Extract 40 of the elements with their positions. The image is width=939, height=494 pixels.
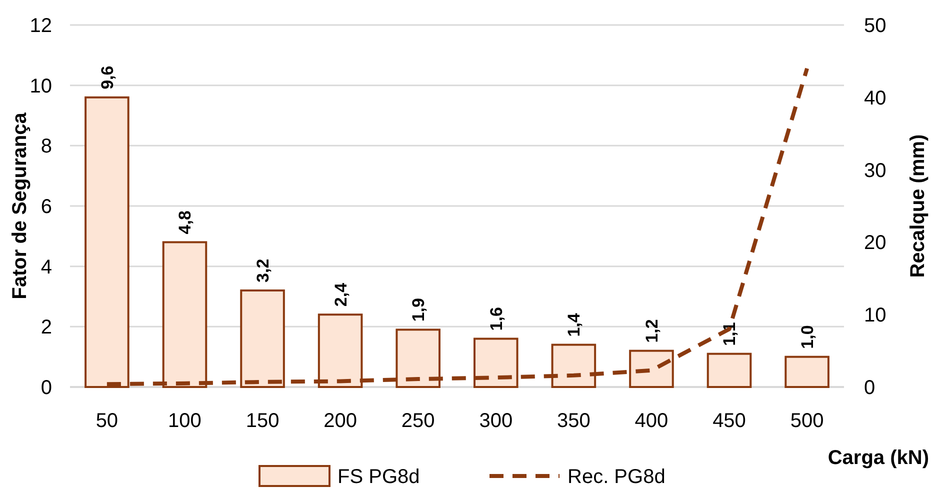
x-tick-label: 250 — [401, 410, 435, 432]
y2-axis-title: Recalque (mm) — [907, 134, 929, 278]
data-label: 1,2 — [642, 319, 662, 343]
y2-tick-label: 0 — [864, 377, 876, 399]
data-label: 1,4 — [564, 312, 584, 337]
data-label: 1,0 — [798, 325, 817, 349]
legend-label: Rec. PG8d — [568, 466, 666, 488]
y-tick-label: 12 — [30, 15, 52, 37]
x-tick-label: 200 — [324, 410, 358, 432]
x-tick-label: 50 — [96, 410, 118, 432]
y-tick-label: 10 — [30, 75, 52, 98]
y2-tick-label: 40 — [864, 87, 886, 110]
y2-tick-label: 50 — [864, 15, 886, 37]
data-label: 1,6 — [486, 307, 506, 331]
x-tick-label: 500 — [790, 410, 824, 432]
data-label: 4,8 — [176, 210, 195, 234]
y-tick-label: 6 — [40, 196, 52, 218]
y2-tick-label: 30 — [864, 160, 886, 182]
x-tick-label: 300 — [479, 410, 513, 432]
x-tick-label: 100 — [168, 410, 202, 432]
bar — [784, 356, 830, 388]
bar — [706, 352, 752, 388]
data-label: 3,2 — [253, 258, 272, 282]
y-tick-label: 2 — [40, 316, 52, 339]
x-tick-label: 350 — [556, 410, 590, 432]
x-tick-label: 400 — [634, 410, 668, 432]
data-label: 1,1 — [720, 322, 740, 346]
y-tick-label: 8 — [40, 136, 52, 158]
y-tick-label: 4 — [40, 256, 52, 278]
x-tick-label: 150 — [246, 410, 280, 432]
y-axis-title: Fator de Segurança — [9, 112, 31, 300]
data-label: 2,4 — [331, 282, 350, 307]
y-tick-label: 0 — [40, 377, 52, 399]
data-label: 9,6 — [98, 66, 117, 90]
y2-tick-label: 20 — [864, 232, 886, 254]
x-axis-title: Carga (kN) — [828, 447, 929, 469]
x-tick-label: 450 — [712, 410, 746, 432]
legend-label: FS PG8d — [338, 466, 420, 488]
data-label: 1,9 — [409, 298, 428, 322]
y2-tick-label: 10 — [864, 304, 886, 327]
